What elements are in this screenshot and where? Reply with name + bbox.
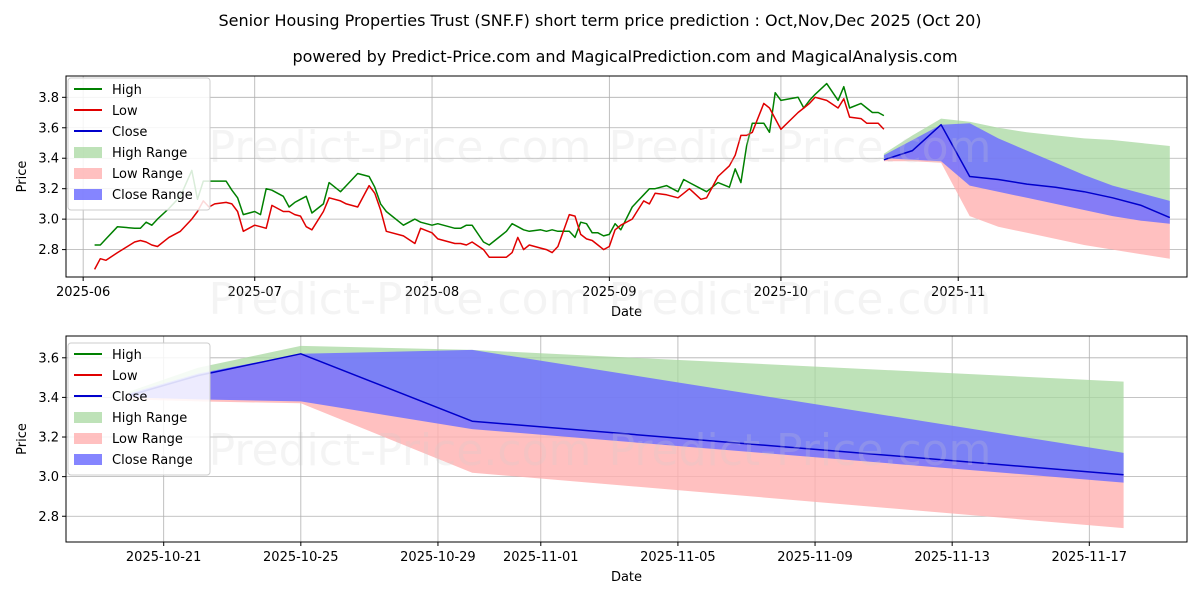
watermark-text: Predict-Price.com: [209, 122, 592, 173]
legend-item-high-range: High Range: [74, 146, 187, 161]
top-panel: 2025-06 2025-07 2025-08 2025-09 2025-10 2025-…: [15, 75, 1188, 320]
y-tick-label: 3.0: [38, 470, 59, 485]
legend-label: High Range: [112, 146, 187, 161]
legend-label: Close Range: [112, 453, 193, 468]
legend-item-low: Low: [74, 369, 138, 384]
y-tick-label: 3.0: [38, 213, 59, 228]
y-axis-label: Price: [15, 161, 30, 193]
legend-item-close: Close: [74, 390, 147, 405]
watermark-text: Predict-Price.com: [209, 274, 592, 325]
low-line: [93, 96, 885, 270]
plot-area: [129, 345, 1124, 529]
watermark-text: Predict-Price.com: [609, 274, 992, 325]
axes-frame: [65, 335, 1188, 543]
watermark-bottom: Predict-Price.com Predict-Price.com: [209, 425, 992, 476]
y-tick-label: 3.4: [38, 152, 59, 167]
x-tick-label: 2025-10-21: [126, 550, 202, 565]
x-tick-label: 2025-09: [582, 285, 636, 300]
x-tick-label: 2025-07: [228, 285, 282, 300]
legend-swatch: [74, 433, 102, 444]
legend-swatch: [74, 454, 102, 465]
x-tick-label: 2025-11-17: [1052, 550, 1128, 565]
legend-label: Low: [112, 369, 138, 384]
legend-label: Low Range: [112, 432, 183, 447]
legend-label: Low: [112, 104, 138, 119]
legend-label: Close Range: [112, 188, 193, 203]
y-tick-label: 3.2: [38, 431, 59, 446]
legend-swatch: [74, 147, 102, 158]
legend-item-low: Low: [74, 104, 138, 119]
y-axis-label: Price: [15, 423, 30, 455]
x-tick-label: 2025-11: [931, 285, 985, 300]
legend-item-close: Close: [74, 125, 147, 140]
legend-label: High: [112, 348, 142, 363]
x-axis-label: Date: [611, 570, 642, 585]
x-axis-label: Date: [611, 305, 642, 320]
legend-item-close-range: Close Range: [74, 453, 193, 468]
legend-item-high: High: [74, 83, 142, 98]
legend-item-close-range: Close Range: [74, 188, 193, 203]
x-tick-label: 2025-11-13: [914, 550, 990, 565]
x-tick-label: 2025-06: [56, 285, 110, 300]
watermark-text: Predict-Price.com: [609, 122, 992, 173]
legend-swatch: [74, 412, 102, 423]
y-tick-label: 3.2: [38, 182, 59, 197]
x-tick-label: 2025-10-25: [263, 550, 339, 565]
legend: High Low Close High Range Low Range Close Ran…: [67, 342, 211, 476]
y-tick-label: 3.6: [38, 351, 59, 366]
x-tick-label: 2025-11-09: [777, 550, 853, 565]
y-tick-label: 2.8: [38, 510, 59, 525]
legend-item-high: High: [74, 348, 142, 363]
chart-title: Senior Housing Properties Trust (SNF.F) …: [218, 11, 981, 30]
bottom-panel: 2025-10-21 2025-10-25 2025-10-29 2025-11-01…: [15, 335, 1188, 585]
legend: High Low Close High Range Low Range Close Ran…: [67, 77, 211, 211]
legend-item-low-range: Low Range: [74, 432, 183, 447]
legend-box: [67, 342, 211, 476]
legend-item-high-range: High Range: [74, 411, 187, 426]
legend-label: Low Range: [112, 167, 183, 182]
watermark-top: Predict-Price.com Predict-Price.com Pred…: [209, 122, 992, 325]
legend-swatch: [74, 168, 102, 179]
legend-box: [67, 77, 211, 211]
legend-item-low-range: Low Range: [74, 167, 183, 182]
legend-label: High Range: [112, 411, 187, 426]
y-tick-label: 3.6: [38, 121, 59, 136]
legend-swatch: [74, 189, 102, 200]
plot-area: [93, 82, 1171, 270]
x-tick-label: 2025-10: [754, 285, 808, 300]
y-tick-label: 2.8: [38, 243, 59, 258]
legend-label: High: [112, 83, 142, 98]
close-range-band: [883, 123, 1170, 224]
close-range-band: [129, 349, 1124, 483]
watermark-text: Predict-Price.com: [209, 425, 592, 476]
chart-subtitle: powered by Predict-Price.com and Magical…: [292, 47, 957, 66]
x-tick-label: 2025-08: [405, 285, 459, 300]
legend-label: Close: [112, 390, 147, 405]
axes-frame: [65, 75, 1188, 278]
x-tick-label: 2025-11-01: [503, 550, 579, 565]
legend-label: Close: [112, 125, 147, 140]
close-line: [883, 123, 1171, 219]
y-tick-label: 3.4: [38, 391, 59, 406]
x-tick-label: 2025-11-05: [640, 550, 716, 565]
watermark-text: Predict-Price.com: [609, 425, 992, 476]
high-line: [94, 82, 885, 246]
x-tick-label: 2025-10-29: [400, 550, 476, 565]
y-tick-label: 3.8: [38, 91, 59, 106]
